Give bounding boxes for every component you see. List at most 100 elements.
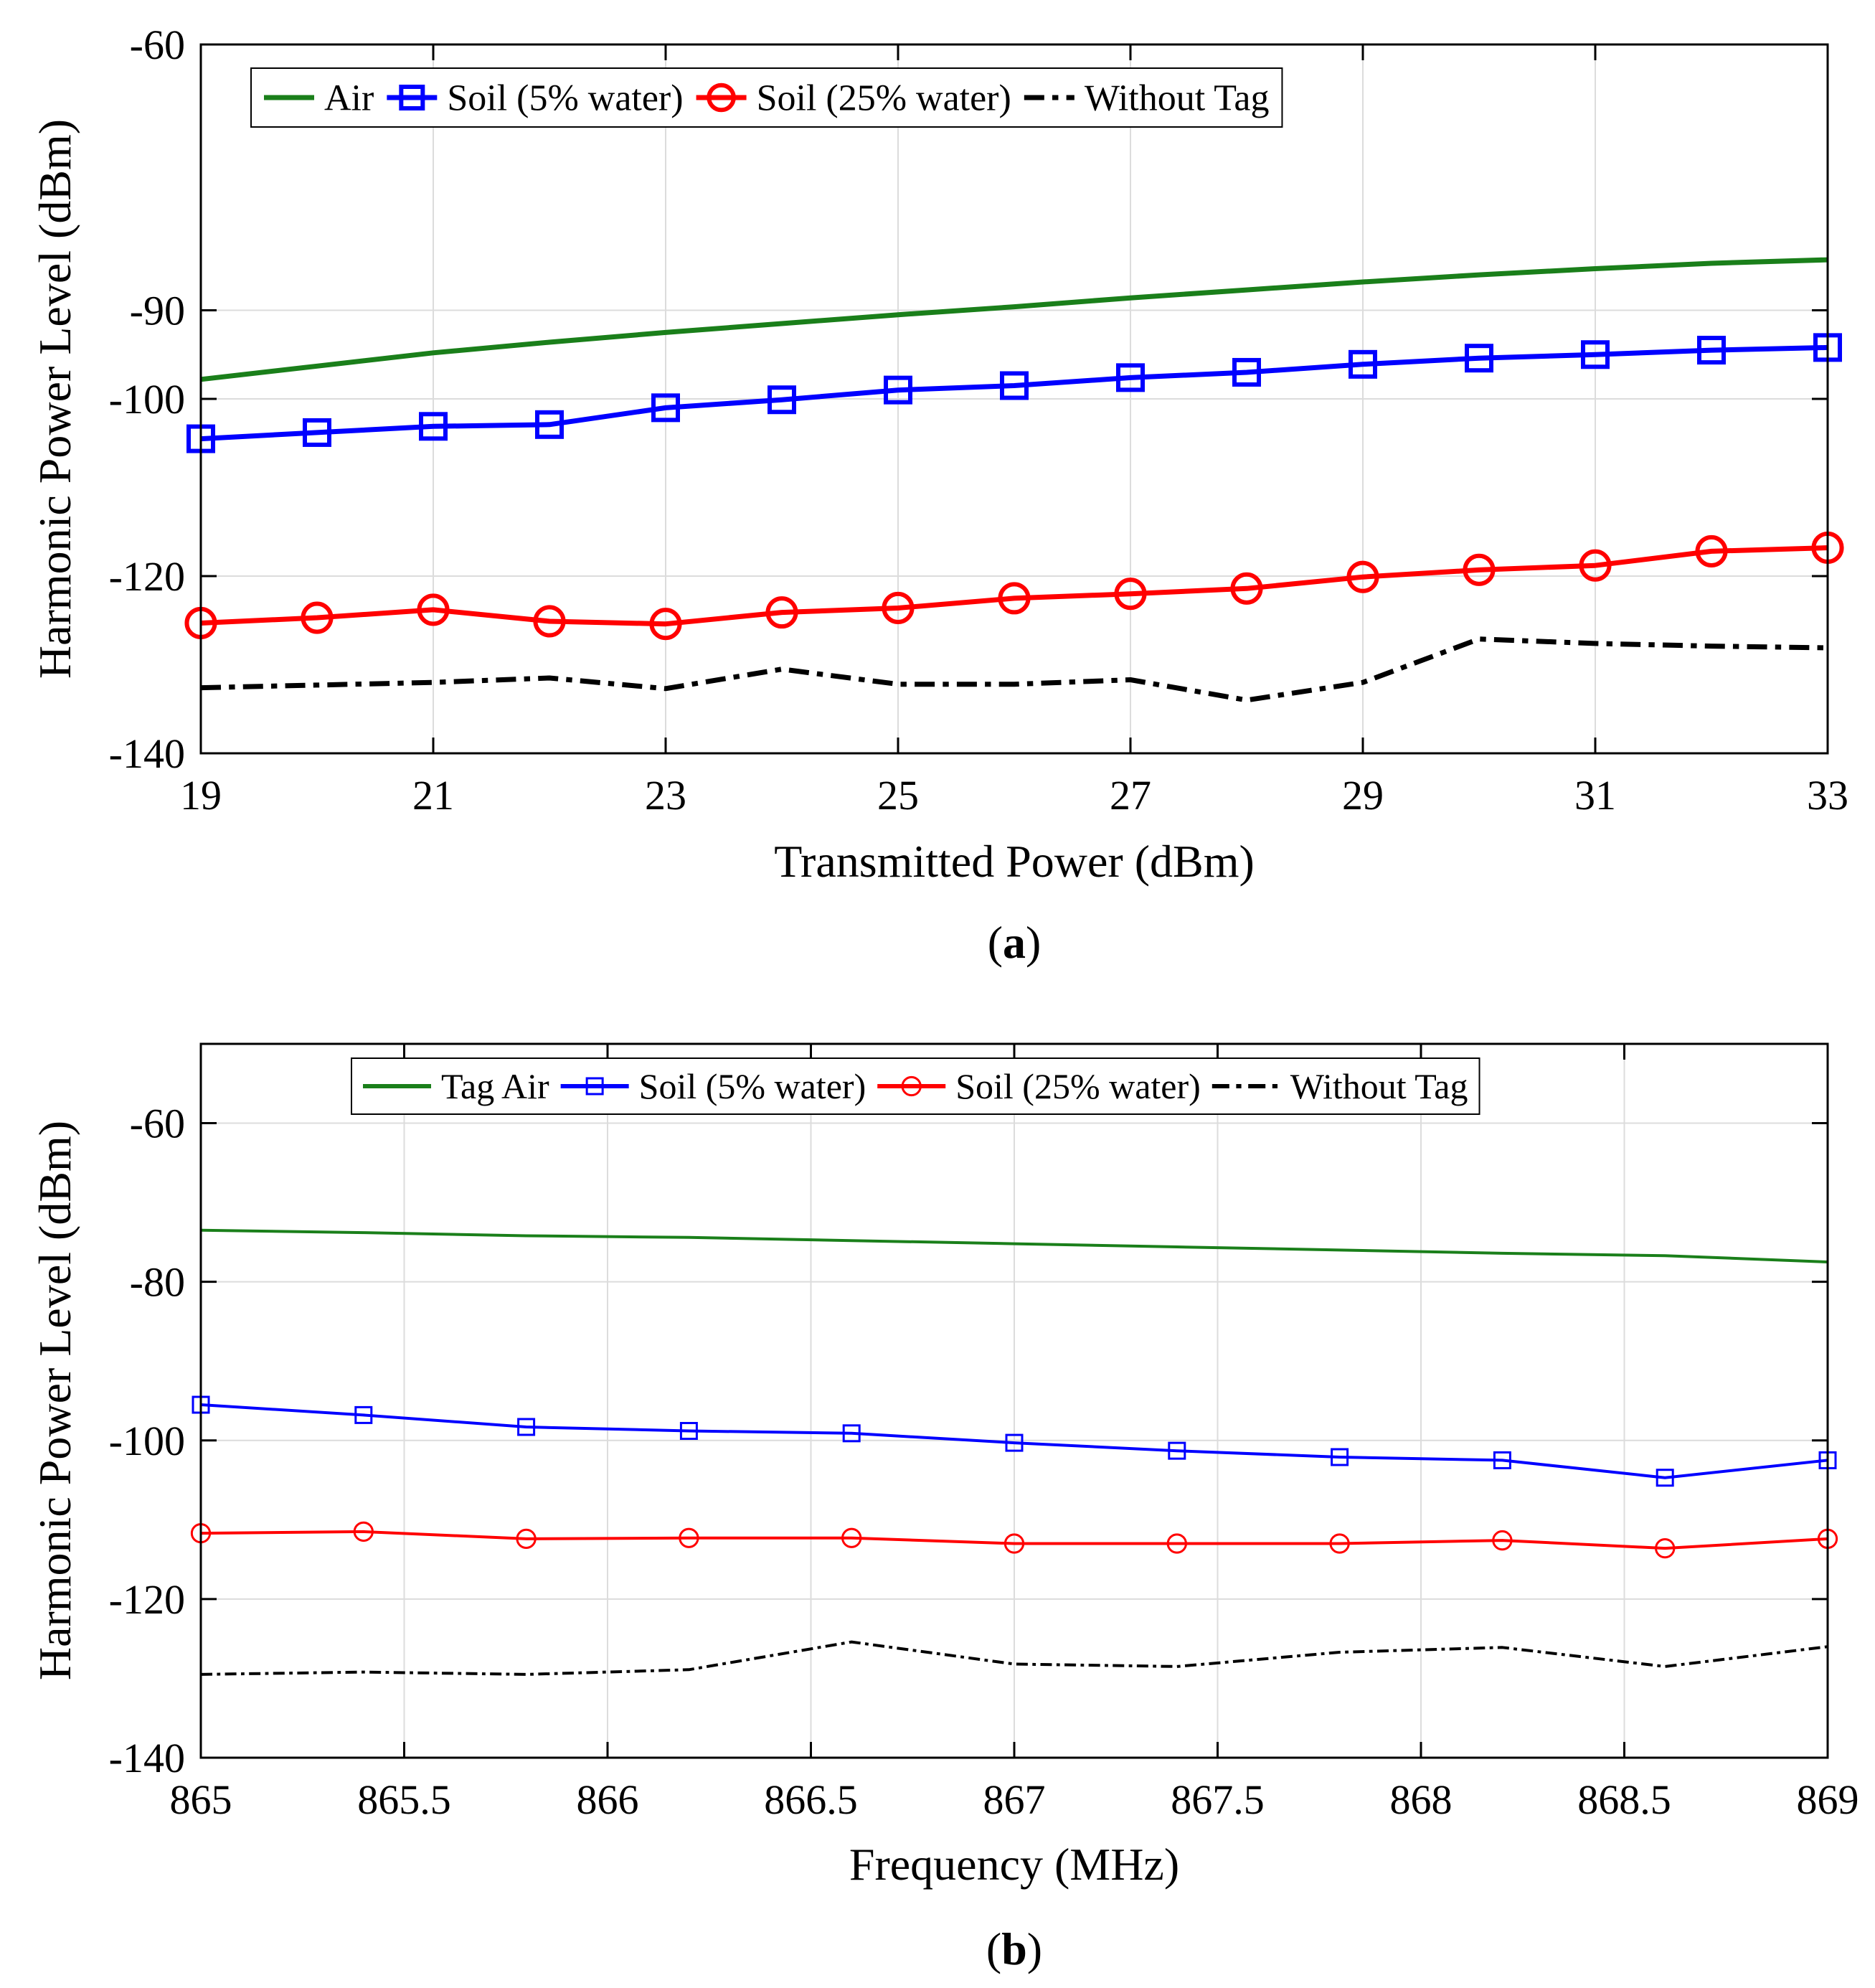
data-point-soil-25-water [882,591,915,625]
legend-label-without-tag: Without Tag [1085,78,1270,119]
data-point-soil-25-water [1463,553,1496,586]
series-line-air [200,257,1828,382]
legend-label-soil-25-water: Soil (25% water) [757,78,1011,119]
data-point-soil-25-water [841,1527,862,1548]
data-point-soil-25-water [417,593,450,626]
legend: Air Soil (5% water) Soil (25% water) Withou… [250,67,1283,128]
data-point-soil-5-water [842,1424,861,1443]
data-point-soil-25-water [1329,1533,1350,1554]
data-point-soil-5-water [651,393,680,423]
data-point-soil-25-water [516,1528,537,1550]
data-point-soil-5-water [1349,349,1377,379]
legend-label-soil-5-water: Soil (5% water) [447,78,683,119]
y-tick-label: -140 [109,1735,185,1781]
data-point-soil-5-water [1697,336,1726,365]
y-axis-label: Harmonic Power Level (dBm) [29,1121,80,1680]
data-point-soil-25-water [1492,1530,1513,1551]
y-tick-label: -120 [109,1576,185,1623]
data-point-soil-5-water [354,1405,373,1424]
x-tick-label: 33 [1807,772,1848,819]
x-tick-label: 29 [1342,772,1384,819]
x-tick-label: 867.5 [1171,1776,1265,1823]
data-point-soil-5-water [768,385,796,415]
data-point-soil-5-water [1331,1448,1349,1466]
chart-panel-b: 865 865.5 866 866.5 867 867.5 868 868.5 869 -140 -… [29,1042,1859,1974]
series-line-soil-5-water [200,1403,1828,1479]
series-line-soil-25-water [200,1530,1828,1550]
y-axis-label: Harmonic Power Level (dBm) [29,119,80,679]
chart-panel-a: 19 21 23 25 27 29 31 33 -140 -120 -100 -90 -60 Air So… [29,22,1848,968]
legend-label-without-tag: Without Tag [1290,1066,1468,1106]
x-axis-label: Transmitted Power (dBm) [774,836,1255,887]
data-point-soil-25-water [1114,578,1147,611]
data-point-soil-5-water [1493,1451,1511,1469]
panel-label: (b) [986,1923,1042,1974]
y-tick-label: -100 [109,1418,185,1464]
y-tick-label: -100 [109,376,185,423]
data-point-soil-5-water [1000,371,1029,400]
data-point-soil-25-water [533,605,566,638]
y-tick-label: -120 [109,553,185,600]
data-point-soil-25-water [998,582,1031,615]
y-tick-label: -80 [130,1259,185,1306]
data-point-soil-25-water [1166,1533,1187,1554]
data-point-soil-5-water [679,1422,698,1441]
series-line-without-tag [200,636,1828,703]
data-point-soil-25-water [765,596,798,629]
data-point-soil-5-water [1116,363,1145,392]
legend-label-tag-air: Tag Air [441,1066,549,1106]
data-point-soil-5-water [1168,1441,1186,1460]
y-tick-label: -140 [109,730,185,777]
x-tick-label: 19 [180,772,222,819]
panel-label: (a) [988,917,1042,968]
data-point-soil-25-water [1230,572,1263,605]
y-tick-label: -90 [130,288,185,334]
tick-labels: 19 21 23 25 27 29 31 33 -140 -120 -100 -90 -60 [109,22,1848,819]
data-point-soil-5-water [1232,357,1261,387]
data-point-soil-25-water [649,608,682,641]
x-tick-label: 31 [1574,772,1616,819]
series-group [190,1228,1838,1676]
data-point-soil-5-water [517,1418,536,1436]
legend-marker-soil-25-water [707,83,736,113]
data-point-soil-5-water [303,418,331,447]
data-point-soil-5-water [884,375,912,405]
series-line-without-tag [200,1640,1828,1676]
legend-marker-soil-5-water [399,85,425,110]
data-point-soil-25-water [353,1521,374,1542]
legend-marker-soil-5-water [585,1077,604,1096]
x-tick-label: 869 [1797,1776,1859,1823]
data-point-soil-25-water [1655,1537,1676,1559]
y-tick-label: -60 [130,1101,185,1147]
x-tick-label: 25 [877,772,919,819]
legend-label-air: Air [324,78,374,119]
data-point-soil-25-water [1346,560,1379,593]
y-tick-label: -60 [130,22,185,68]
x-tick-label: 868 [1390,1776,1453,1823]
data-point-soil-25-water [1003,1533,1025,1554]
data-point-soil-25-water [1695,534,1728,567]
x-tick-label: 868.5 [1577,1776,1671,1823]
series-line-soil-25-water [200,545,1828,627]
data-point-soil-5-water [419,412,448,441]
x-tick-label: 23 [645,772,686,819]
tick-labels: 865 865.5 866 866.5 867 867.5 868 868.5 869 -140 -… [109,1044,1859,1823]
x-tick-label: 865.5 [357,1776,451,1823]
x-axis-label: Frequency (MHz) [849,1839,1179,1890]
series-line-soil-5-water [200,344,1828,442]
x-tick-label: 866 [577,1776,639,1823]
x-tick-label: 867 [983,1776,1046,1823]
data-point-soil-5-water [1005,1433,1024,1452]
x-tick-label: 866.5 [764,1776,858,1823]
legend-label-soil-5-water: Soil (5% water) [639,1066,866,1106]
x-tick-label: 21 [412,772,454,819]
series-line-tag-air [200,1228,1828,1263]
data-point-soil-5-water [1465,344,1493,373]
data-point-soil-5-water [535,410,564,439]
data-point-soil-25-water [301,601,334,634]
data-point-soil-5-water [1581,340,1610,369]
x-tick-label: 865 [170,1776,232,1823]
data-point-soil-25-water [679,1527,699,1548]
data-point-soil-25-water [1579,549,1612,582]
